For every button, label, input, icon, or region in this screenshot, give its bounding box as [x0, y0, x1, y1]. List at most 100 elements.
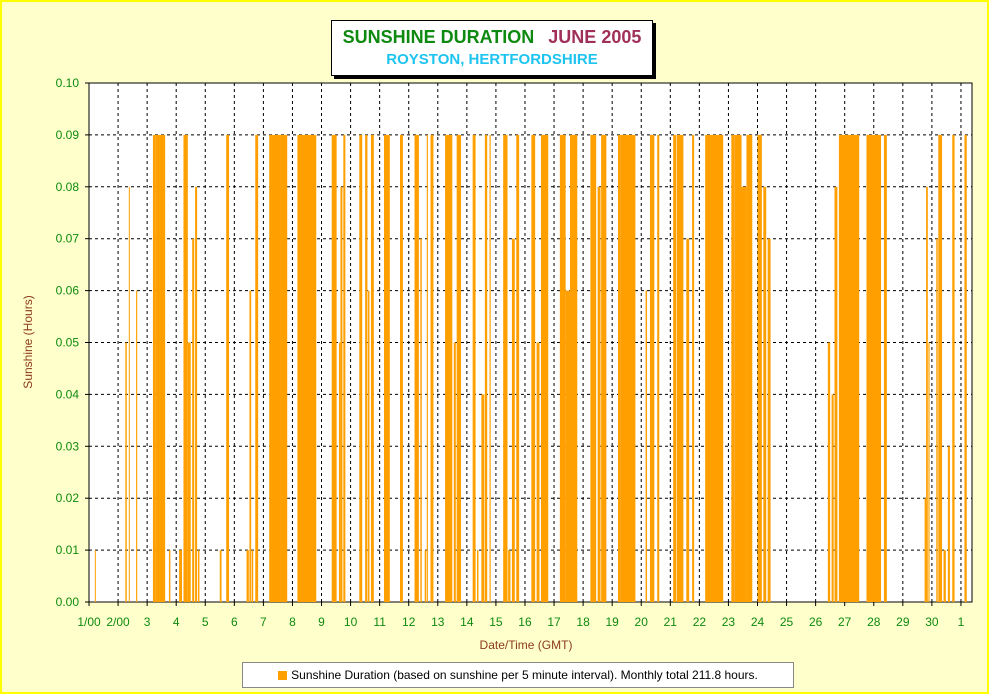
- chart-title-month: JUNE 2005: [548, 27, 642, 47]
- sunshine-bar: [251, 550, 254, 602]
- chart-title-box: SUNSHINE DURATION JUNE 2005 ROYSTON, HERT…: [331, 20, 653, 76]
- sunshine-bar: [331, 134, 337, 602]
- sunshine-bar: [128, 186, 130, 603]
- sunshine-bar: [368, 290, 370, 602]
- x-tick-label: 23: [722, 615, 736, 629]
- sunshine-bar: [645, 290, 648, 602]
- sunshine-bar: [338, 342, 341, 602]
- sunshine-bar: [705, 134, 724, 602]
- y-tick-label: 0.07: [56, 232, 80, 246]
- y-tick-label: 0.05: [56, 336, 80, 350]
- sunshine-bar: [424, 550, 427, 602]
- x-tick-label: 5: [202, 615, 209, 629]
- sunshine-bar: [226, 134, 230, 602]
- sunshine-bar: [219, 550, 222, 602]
- x-tick-label: 22: [693, 615, 707, 629]
- sunshine-bar: [155, 134, 166, 602]
- y-tick-label: 0.08: [56, 180, 80, 194]
- x-tick-label: 17: [547, 615, 561, 629]
- x-tick-label: 27: [838, 615, 852, 629]
- title-line: SUNSHINE DURATION JUNE 2005: [332, 27, 652, 48]
- sunshine-bar: [834, 186, 838, 603]
- sunshine-bar: [453, 342, 456, 602]
- sunshine-bar: [590, 134, 597, 602]
- sunshine-bar: [620, 134, 636, 602]
- y-tick-labels: 0.00 0.01 0.02 0.03 0.04 0.05 0.06 0.07 0.08 0.09…: [56, 76, 80, 609]
- sunshine-bar: [938, 134, 943, 602]
- sunshine-bar: [414, 134, 419, 602]
- chart-subtitle: ROYSTON, HERTFORDSHIRE: [386, 51, 598, 68]
- sunshine-bar: [246, 550, 249, 602]
- sunshine-bar: [183, 134, 188, 602]
- sunshine-bar: [136, 290, 138, 602]
- sunshine-bar: [536, 342, 540, 602]
- sunshine-bar: [197, 550, 200, 602]
- sunshine-bar: [269, 134, 288, 602]
- sunshine-bar: [741, 186, 747, 603]
- sunshine-bar: [472, 134, 476, 602]
- y-tick-label: 0.01: [56, 543, 80, 557]
- x-tick-label: 25: [780, 615, 794, 629]
- sunshine-bar: [692, 134, 695, 602]
- x-tick-labels: 1/00 2/00 3 4 5 6 7 8 9 10 11 12 13 14 15 16 17 18 19 20 21 2…: [77, 615, 964, 629]
- y-tick-label: 0.06: [56, 284, 80, 298]
- sunshine-bar: [168, 550, 171, 602]
- x-tick-label: 1/00: [77, 615, 101, 629]
- x-tick-label: 28: [867, 615, 881, 629]
- sunshine-bar: [936, 238, 938, 602]
- sunshine-bar: [481, 394, 485, 602]
- x-tick-label: 2/00: [106, 615, 130, 629]
- sunshine-bar: [943, 550, 946, 602]
- x-tick-label: 7: [260, 615, 267, 629]
- sunshine-bar: [179, 550, 183, 602]
- sunshine-bar: [734, 134, 742, 602]
- sunshine-bar: [195, 186, 198, 603]
- sunshine-bar: [673, 134, 677, 602]
- x-tick-label: 9: [318, 615, 325, 629]
- x-tick-label: 14: [460, 615, 474, 629]
- sunshine-bar: [125, 342, 127, 602]
- sunshine-bar: [883, 134, 887, 602]
- sunshine-bar: [757, 134, 762, 602]
- sunshine-bar: [649, 134, 655, 602]
- legend-swatch: [278, 670, 288, 680]
- sunshine-bar: [565, 290, 571, 602]
- sunshine-bar: [601, 134, 607, 602]
- sunshine-bar: [827, 342, 831, 602]
- sunshine-bar: [508, 550, 511, 602]
- x-tick-label: 4: [173, 615, 180, 629]
- sunshine-bar: [343, 134, 346, 602]
- x-tick-label: 1: [958, 615, 965, 629]
- sunshine-bar: [420, 238, 422, 602]
- sunshine-bar: [297, 134, 317, 602]
- x-tick-label: 19: [605, 615, 619, 629]
- sunshine-bar: [924, 498, 927, 602]
- sunshine-bar: [94, 550, 96, 602]
- sunshine-bar: [947, 446, 950, 602]
- sunshine-bar: [866, 134, 882, 602]
- x-tick-label: 10: [344, 615, 358, 629]
- sunshine-bar: [926, 186, 928, 603]
- sunshine-bar: [746, 134, 753, 602]
- x-tick-label: 21: [664, 615, 678, 629]
- sunshine-bar: [838, 134, 860, 602]
- sunshine-bar: [192, 238, 195, 602]
- sunshine-bar: [359, 134, 363, 602]
- sunshine-bar: [597, 186, 601, 603]
- x-tick-label: 18: [576, 615, 590, 629]
- x-tick-label: 20: [635, 615, 649, 629]
- sunshine-bar: [484, 134, 488, 602]
- y-tick-label: 0.04: [56, 387, 80, 401]
- x-tick-label: 30: [925, 615, 939, 629]
- sunshine-bar: [340, 186, 343, 603]
- sunshine-bar: [365, 134, 368, 602]
- sunshine-bar: [152, 134, 156, 602]
- y-tick-label: 0.02: [56, 491, 80, 505]
- x-tick-label: 11: [373, 615, 386, 629]
- sunshine-bar: [370, 134, 374, 602]
- x-tick-label: 26: [809, 615, 823, 629]
- x-tick-label: 24: [751, 615, 765, 629]
- y-axis-title: Sunshine (Hours): [21, 295, 35, 388]
- sunshine-bar: [767, 238, 771, 602]
